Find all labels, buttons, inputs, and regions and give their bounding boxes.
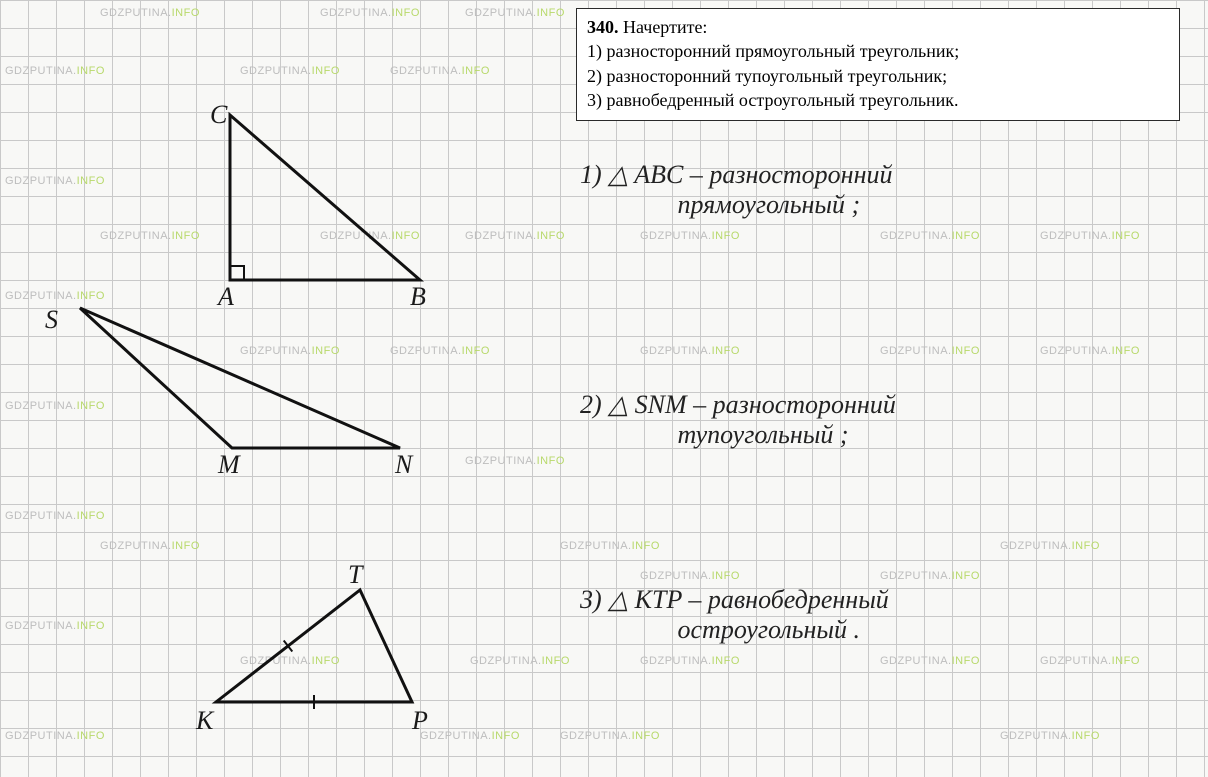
answer-3: 3) △ KTP – равнобедренный остроугольный … [580, 585, 889, 645]
answer-1-line1: разносторонний [709, 160, 892, 189]
answer-2-tri: △ SNM – [608, 390, 706, 419]
problem-number: 340. [587, 17, 619, 37]
answer-1-num: 1) [580, 160, 602, 189]
problem-statement-box: 340. Начертите: 1) разносторонний прямоу… [576, 8, 1180, 121]
problem-item-2: 2) разносторонний тупоугольный треугольн… [587, 66, 947, 86]
label-s: S [45, 305, 58, 335]
answer-3-line1: равнобедренный [708, 585, 889, 614]
problem-item-3: 3) равнобедренный остроугольный треуголь… [587, 90, 959, 110]
triangle-ktp [216, 590, 412, 709]
label-t: T [348, 560, 362, 590]
label-k: K [196, 706, 213, 736]
triangle-snm [80, 308, 400, 448]
answer-3-tri: △ KTP – [608, 585, 701, 614]
label-p: P [412, 706, 428, 736]
label-c: C [210, 100, 227, 130]
triangle-abc [230, 115, 420, 280]
answer-2: 2) △ SNM – разносторонний тупоугольный ; [580, 390, 896, 450]
answer-1: 1) △ ABC – разносторонний прямоугольный … [580, 160, 892, 220]
label-n: N [395, 450, 412, 480]
answer-1-tri: △ ABC – [608, 160, 703, 189]
answer-3-num: 3) [580, 585, 602, 614]
answer-2-line1: разносторонний [713, 390, 896, 419]
problem-item-1: 1) разносторонний прямоугольный треуголь… [587, 41, 959, 61]
label-b: B [410, 282, 426, 312]
label-m: M [218, 450, 240, 480]
answer-3-line2: остроугольный . [678, 615, 861, 644]
label-a: A [218, 282, 234, 312]
answer-2-line2: тупоугольный ; [678, 420, 849, 449]
answer-1-line2: прямоугольный ; [678, 190, 861, 219]
answer-2-num: 2) [580, 390, 602, 419]
problem-heading: Начертите: [623, 17, 707, 37]
